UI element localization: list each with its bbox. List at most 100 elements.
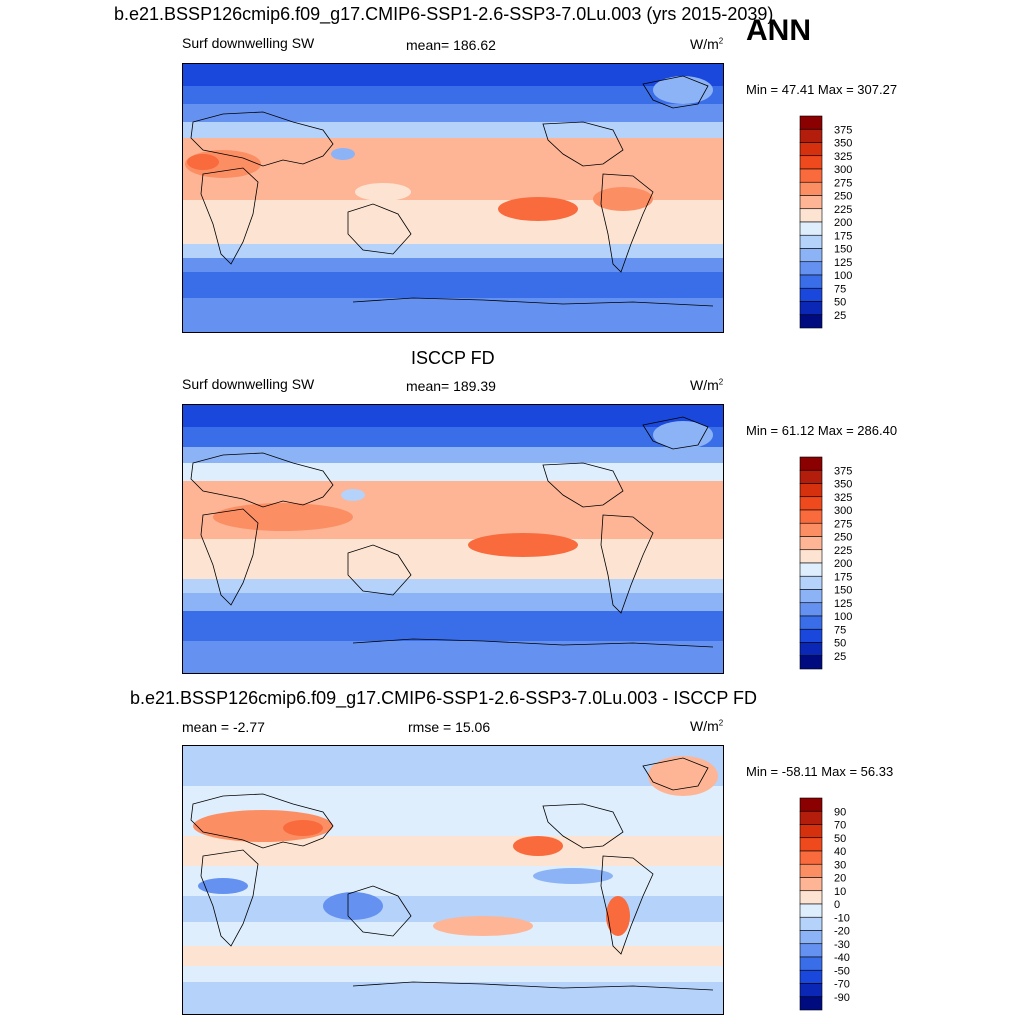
main-title: b.e21.BSSP126cmip6.f09_g17.CMIP6-SSP1-2.… <box>114 4 774 24</box>
colorbar-swatch <box>799 142 823 157</box>
panel1-variable: Surf downwelling SW <box>182 35 315 51</box>
colorbar-swatch <box>799 916 823 931</box>
colorbar-label: 125 <box>834 257 852 269</box>
colorbar-label: 175 <box>834 230 852 242</box>
colorbar-swatch <box>799 456 823 471</box>
colorbar-label: 275 <box>834 518 852 530</box>
panel3-map <box>182 745 724 1015</box>
colorbar-label: -10 <box>834 912 850 924</box>
panel2-title: ISCCP FD <box>411 348 495 368</box>
colorbar-swatch <box>799 483 823 498</box>
colorbar-swatch <box>799 943 823 958</box>
panel3-mean: mean = -2.77 <box>182 719 265 735</box>
colorbar-swatch <box>799 314 823 329</box>
panel2-colorbar: 375 350 325 300 275 250 225 200 175 150 125 100 75 50… <box>799 456 852 670</box>
colorbar-label: 50 <box>834 833 846 845</box>
panel1-map <box>182 63 724 333</box>
colorbar-swatch <box>799 128 823 143</box>
colorbar-swatch <box>799 274 823 289</box>
panel3-units: W/m2 <box>690 718 724 734</box>
colorbar-label: -20 <box>834 926 850 938</box>
colorbar-label: 300 <box>834 505 852 517</box>
colorbar-label: 150 <box>834 244 852 256</box>
colorbar-label: -40 <box>834 952 850 964</box>
panel2-minmax: Min = 61.12 Max = 286.40 <box>746 423 898 438</box>
colorbar-label: 50 <box>834 297 846 309</box>
colorbar-swatch <box>799 509 823 524</box>
colorbar-label: 25 <box>834 310 846 322</box>
colorbar-label: 325 <box>834 151 852 163</box>
colorbar-label: 200 <box>834 217 852 229</box>
colorbar-swatch <box>799 575 823 590</box>
panel2-variable: Surf downwelling SW <box>182 376 315 392</box>
colorbar-label: 20 <box>834 873 846 885</box>
colorbar-label: 175 <box>834 571 852 583</box>
colorbar-label: 75 <box>834 283 846 295</box>
colorbar-swatch <box>799 956 823 971</box>
colorbar-label: 0 <box>834 899 840 911</box>
colorbar-label: 250 <box>834 532 852 544</box>
colorbar-swatch <box>799 496 823 511</box>
colorbar-swatch <box>799 536 823 551</box>
colorbar-swatch <box>799 248 823 263</box>
colorbar-label: 75 <box>834 624 846 636</box>
colorbar-swatch <box>799 155 823 170</box>
colorbar-swatch <box>799 168 823 183</box>
colorbar-label: 350 <box>834 138 852 150</box>
colorbar-label: 25 <box>834 651 846 663</box>
panel1-colorbar: 375 350 325 300 275 250 225 200 175 150 125 100 75 50… <box>799 115 852 329</box>
colorbar-label: 375 <box>834 465 852 477</box>
colorbar-label: 30 <box>834 859 846 871</box>
colorbar-swatch <box>799 115 823 130</box>
colorbar-label: 125 <box>834 598 852 610</box>
colorbar-swatch <box>799 522 823 537</box>
colorbar-swatch <box>799 983 823 998</box>
colorbar-swatch <box>799 221 823 236</box>
colorbar-swatch <box>799 615 823 630</box>
colorbar-swatch <box>799 877 823 892</box>
colorbar-label: -90 <box>834 992 850 1004</box>
panel1-mean: mean= 186.62 <box>406 37 496 53</box>
colorbar-label: 100 <box>834 611 852 623</box>
colorbar-label: 150 <box>834 585 852 597</box>
colorbar-label: 90 <box>834 806 846 818</box>
colorbar-label: 325 <box>834 492 852 504</box>
colorbar-swatch <box>799 969 823 984</box>
colorbar-swatch <box>799 810 823 825</box>
colorbar-swatch <box>799 181 823 196</box>
colorbar-swatch <box>799 642 823 657</box>
panel2-units: W/m2 <box>690 377 724 393</box>
panel3-rmse: rmse = 15.06 <box>408 719 491 735</box>
colorbar-swatch <box>799 824 823 839</box>
colorbar-swatch <box>799 208 823 223</box>
colorbar-swatch <box>799 850 823 865</box>
colorbar-swatch <box>799 261 823 276</box>
panel1-minmax: Min = 47.41 Max = 307.27 <box>746 82 898 97</box>
panel3-title: b.e21.BSSP126cmip6.f09_g17.CMIP6-SSP1-2.… <box>130 688 758 708</box>
colorbar-swatch <box>799 655 823 670</box>
colorbar-label: 375 <box>834 124 852 136</box>
colorbar-swatch <box>799 562 823 577</box>
colorbar-label: 100 <box>834 270 852 282</box>
colorbar-swatch <box>799 837 823 852</box>
panel3-minmax: Min = -58.11 Max = 56.33 <box>746 764 894 779</box>
colorbar-swatch <box>799 195 823 210</box>
colorbar-swatch <box>799 996 823 1011</box>
colorbar-swatch <box>799 549 823 564</box>
colorbar-label: 300 <box>834 164 852 176</box>
colorbar-swatch <box>799 589 823 604</box>
colorbar-label: 200 <box>834 558 852 570</box>
colorbar-swatch <box>799 469 823 484</box>
colorbar-label: 350 <box>834 479 852 491</box>
colorbar-swatch <box>799 930 823 945</box>
colorbar-swatch <box>799 602 823 617</box>
colorbar-label: 250 <box>834 191 852 203</box>
panel2-map <box>182 404 724 674</box>
colorbar-label: 225 <box>834 545 852 557</box>
colorbar-label: -70 <box>834 979 850 991</box>
season-label: ANN <box>746 14 811 47</box>
colorbar-swatch <box>799 890 823 905</box>
colorbar-swatch <box>799 797 823 812</box>
colorbar-swatch <box>799 301 823 316</box>
colorbar-label: 70 <box>834 820 846 832</box>
